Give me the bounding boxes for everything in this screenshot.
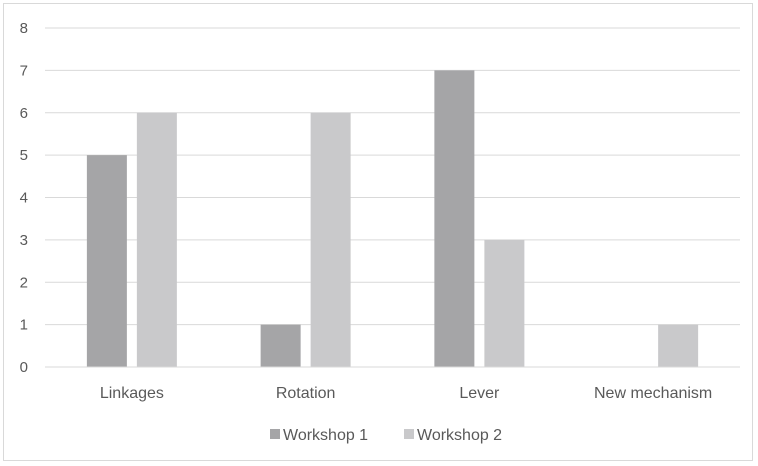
x-category-label: New mechanism [594,385,712,402]
bar [658,324,699,367]
legend-swatch [270,429,280,439]
y-tick-label: 2 [20,274,28,291]
y-tick-label: 3 [20,232,28,249]
bars [86,70,699,367]
legend: Workshop 1 Workshop 2 [270,427,502,444]
x-axis-categories: Linkages Rotation Lever New mechanism [100,385,712,402]
y-tick-label: 6 [20,105,28,122]
bar [484,239,525,367]
x-category-label: Lever [459,385,500,402]
y-tick-label: 0 [20,359,28,376]
y-tick-label: 8 [20,20,28,37]
y-axis-ticks: 0 1 2 3 4 5 6 7 8 [20,20,28,376]
bar [86,155,127,367]
x-category-label: Rotation [276,385,336,402]
y-tick-label: 5 [20,147,28,164]
legend-label: Workshop 2 [417,427,502,444]
bar [310,112,351,367]
y-tick-label: 7 [20,62,28,79]
bar [260,324,301,367]
legend-label: Workshop 1 [283,427,368,444]
y-tick-label: 4 [20,190,28,207]
legend-swatch [404,429,414,439]
bar [434,70,475,367]
y-tick-label: 1 [20,317,28,334]
chart-frame [3,3,753,461]
bar [136,112,177,367]
x-category-label: Linkages [100,385,164,402]
